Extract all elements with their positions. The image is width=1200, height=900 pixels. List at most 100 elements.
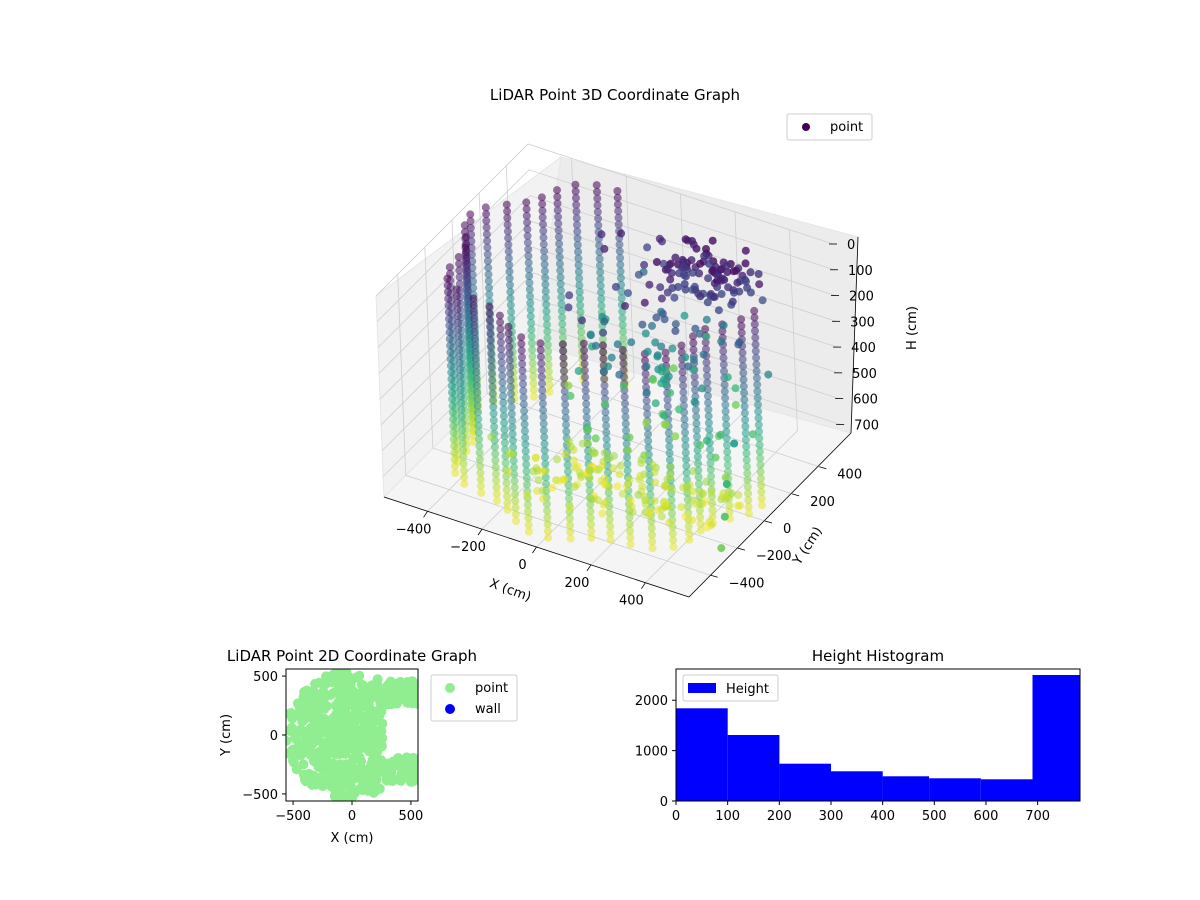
chart-2d-point <box>308 770 319 781</box>
chart-3d-point <box>538 200 547 209</box>
chart-3d-point <box>571 187 580 196</box>
chart-3d-point <box>455 345 464 354</box>
chart-2d-point <box>298 703 309 714</box>
chart-3d-point <box>646 483 655 492</box>
chart-3d-point <box>701 325 710 333</box>
chart-3d-point <box>489 402 498 411</box>
chart-3d-point <box>566 391 575 400</box>
chart-3d-ytick-label: −200 <box>756 549 792 564</box>
chart-3d-point <box>601 408 610 417</box>
chart-3d-point <box>744 502 753 511</box>
chart-3d-point <box>665 518 674 527</box>
chart-3d-point <box>539 406 548 415</box>
chart-3d-point <box>537 193 546 202</box>
chart-3d-point <box>487 362 496 371</box>
chart-3d-point <box>459 453 468 461</box>
chart-3d-point <box>559 353 568 362</box>
chart-3d-point <box>502 200 511 209</box>
chart-2d-point <box>414 766 418 777</box>
chart-3d-point <box>537 352 545 361</box>
chart-3d-point <box>476 482 485 491</box>
chart-3d-point <box>520 413 529 422</box>
chart-3d-point <box>487 356 496 364</box>
chart-3d-point <box>595 261 604 270</box>
chart-3d-point <box>679 381 688 390</box>
chart-2d-point <box>407 776 418 787</box>
chart-3d-point <box>566 527 575 536</box>
chart-3d-point <box>470 328 479 336</box>
chart-3d-ytick <box>737 547 745 551</box>
chart-3d-ztick-label: 300 <box>850 315 875 330</box>
chart-3d-point <box>557 293 566 302</box>
chart-3d-point <box>661 355 670 364</box>
chart-3d-point <box>638 482 647 491</box>
chart-3d-point <box>572 214 581 223</box>
chart-3d-ygrid <box>478 192 793 495</box>
chart-3d-point <box>476 468 485 477</box>
chart-3d-point <box>602 435 611 444</box>
chart-3d-point <box>626 526 634 535</box>
chart-3d-point <box>757 494 766 503</box>
chart-3d-point <box>490 423 499 431</box>
chart-2d-point <box>314 677 325 688</box>
chart-3d-point <box>576 308 585 316</box>
chart-3d-point <box>652 258 661 266</box>
chart-3d-point <box>741 246 750 255</box>
chart-3d-point <box>657 342 666 351</box>
chart-3d-point <box>733 278 742 287</box>
chart-3d-point <box>485 315 494 324</box>
chart-3d-point <box>597 295 606 303</box>
chart-3d-point <box>542 314 551 322</box>
chart-3d-point <box>723 373 732 382</box>
chart-3d-point <box>505 260 514 269</box>
chart-3d-point <box>707 472 716 481</box>
chart-3d-point <box>459 459 468 468</box>
chart-3d-point <box>564 487 573 496</box>
chart-3d-point <box>681 235 690 244</box>
chart-3d-point <box>689 332 697 341</box>
chart-3d-point <box>446 361 455 370</box>
chart-3d-point <box>573 227 582 236</box>
chart-2d-point <box>308 703 319 714</box>
chart-3d-point <box>641 376 650 385</box>
chart-3d-point <box>458 419 466 428</box>
chart-2d-point <box>300 741 311 752</box>
chart-3d-point <box>685 529 693 538</box>
chart-3d-point <box>652 313 661 322</box>
chart-3d-point <box>648 460 657 469</box>
chart-3d-point <box>455 266 464 275</box>
chart-3d-point <box>703 378 712 387</box>
chart-3d-point <box>669 542 678 551</box>
chart-histogram-xtick-label: 300 <box>819 809 844 824</box>
chart-3d-point <box>642 396 651 405</box>
chart-3d-point <box>580 366 589 375</box>
chart-3d-point <box>584 453 593 462</box>
chart-3d-point <box>510 470 519 479</box>
chart-3d-point <box>764 370 773 379</box>
chart-3d-point <box>602 421 611 430</box>
chart-3d-point <box>507 409 516 418</box>
chart-3d-point <box>597 230 606 239</box>
chart-3d-point <box>689 345 698 354</box>
chart-3d-point <box>681 435 690 444</box>
chart-3d-point <box>448 395 457 404</box>
chart-3d-point <box>616 254 625 262</box>
chart-3d-point <box>542 307 551 316</box>
chart-3d-point <box>731 400 740 409</box>
chart-3d-point <box>472 368 481 377</box>
chart-3d-point <box>722 434 731 443</box>
chart-3d-point <box>541 453 549 462</box>
chart-3d-point <box>450 448 459 457</box>
chart-3d-point <box>668 509 676 518</box>
chart-3d-point <box>536 346 545 354</box>
chart-3d-point <box>484 270 493 279</box>
chart-3d-point <box>460 479 469 488</box>
chart-3d-point <box>741 429 750 438</box>
chart-3d-point <box>507 396 516 405</box>
chart-3d-point <box>704 398 713 407</box>
chart-3d-point <box>757 481 766 490</box>
chart-3d-point <box>665 435 674 444</box>
chart-3d-point <box>462 277 471 286</box>
chart-3d-point <box>499 412 508 421</box>
chart-histogram-xtick-label: 600 <box>974 809 999 824</box>
